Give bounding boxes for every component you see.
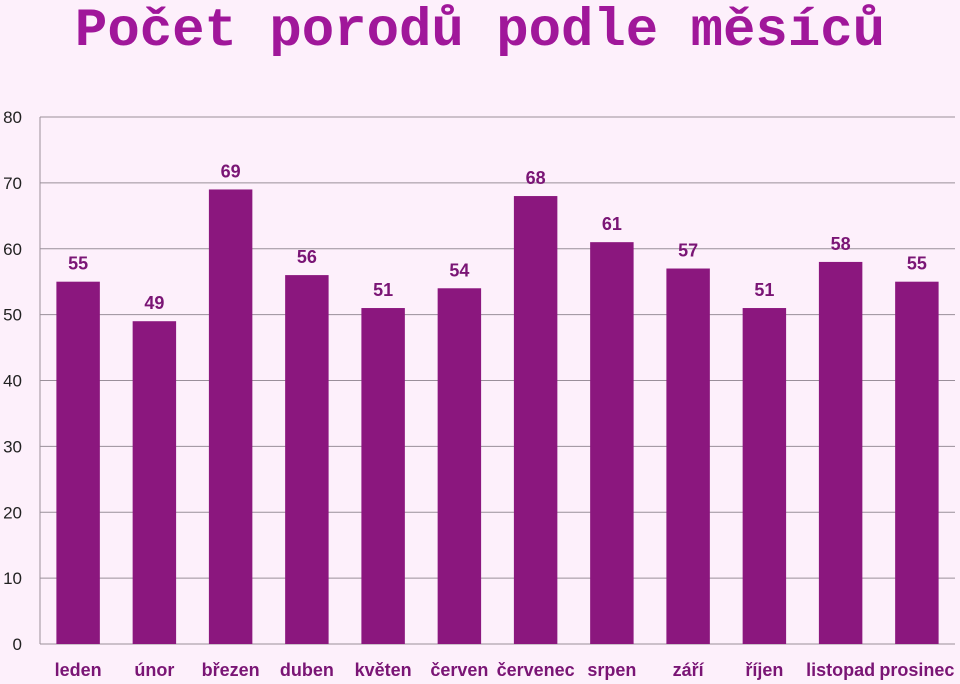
data-label: 58	[831, 234, 851, 254]
data-label: 51	[373, 280, 393, 300]
x-tick-label: květen	[355, 660, 412, 680]
data-label: 51	[754, 280, 774, 300]
data-label: 49	[144, 293, 164, 313]
y-axis: 0 10 20 30 40 50 60 70 80	[3, 108, 41, 654]
data-label: 57	[678, 241, 698, 261]
x-axis: leden únor březen duben květen červen červenec…	[55, 660, 955, 680]
data-label: 69	[221, 161, 241, 181]
chart-title: Počet porodů podle měsíců	[75, 1, 885, 62]
bar	[132, 321, 177, 644]
data-label: 61	[602, 214, 622, 234]
bar	[437, 288, 482, 644]
bars	[56, 189, 939, 645]
bar	[895, 281, 939, 644]
bar	[361, 308, 405, 644]
data-label: 55	[907, 254, 927, 274]
y-tick-label: 0	[13, 635, 22, 654]
x-tick-label: leden	[55, 660, 102, 680]
x-tick-label: červenec	[497, 660, 575, 680]
y-tick-label: 20	[3, 503, 22, 522]
x-tick-label: březen	[202, 660, 260, 680]
y-tick-label: 60	[3, 240, 22, 259]
data-label: 68	[526, 168, 546, 188]
y-tick-label: 80	[3, 108, 22, 127]
data-label: 55	[68, 254, 88, 274]
gridlines	[40, 116, 955, 645]
data-label: 56	[297, 247, 317, 267]
bar	[208, 189, 253, 644]
bar	[590, 242, 634, 644]
data-labels: 55 49 69 56 51 54 68 61 57 51 58 55	[68, 161, 927, 313]
bar	[56, 281, 100, 644]
bar	[666, 268, 710, 644]
x-tick-label: srpen	[587, 660, 636, 680]
x-tick-label: prosinec	[879, 660, 954, 680]
bar	[818, 261, 863, 644]
bar	[742, 308, 787, 644]
x-tick-label: listopad	[806, 660, 875, 680]
y-tick-label: 30	[3, 437, 22, 456]
x-tick-label: červen	[430, 660, 488, 680]
y-tick-label: 40	[3, 372, 22, 391]
bar	[513, 196, 558, 645]
y-tick-label: 70	[3, 174, 22, 193]
x-tick-label: únor	[134, 660, 174, 680]
x-tick-label: duben	[280, 660, 334, 680]
x-tick-label: září	[673, 660, 705, 680]
data-label: 54	[449, 260, 469, 280]
y-tick-label: 50	[3, 306, 22, 325]
y-tick-label: 10	[3, 569, 22, 588]
x-tick-label: říjen	[745, 660, 783, 680]
bar	[285, 275, 329, 644]
